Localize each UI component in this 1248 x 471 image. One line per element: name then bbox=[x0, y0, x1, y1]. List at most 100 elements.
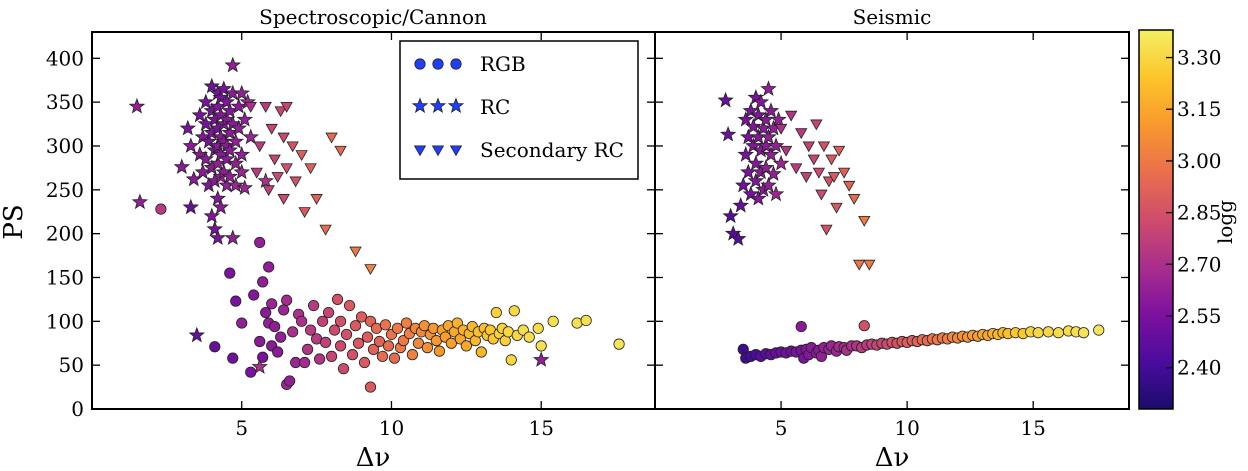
data-point bbox=[722, 207, 739, 224]
legend-label-rgb: RGB bbox=[480, 52, 526, 76]
data-point bbox=[224, 229, 242, 246]
data-point bbox=[319, 336, 332, 348]
y-tick-label: 100 bbox=[46, 309, 84, 333]
colorbar-tick-label: 3.00 bbox=[1177, 149, 1222, 173]
data-point bbox=[191, 106, 208, 123]
panel-spectroscopic: Spectroscopic/Cannon PS Δν 5 10 1505010015… bbox=[0, 5, 656, 471]
data-point bbox=[233, 146, 251, 162]
series-secondary-rc bbox=[774, 110, 876, 271]
data-point bbox=[289, 176, 302, 188]
data-point bbox=[847, 194, 861, 205]
data-point bbox=[750, 106, 767, 123]
data-point bbox=[197, 150, 214, 167]
data-point bbox=[277, 194, 290, 205]
data-point bbox=[1093, 324, 1105, 336]
data-point bbox=[298, 207, 311, 219]
data-point bbox=[737, 146, 754, 162]
data-point bbox=[837, 167, 851, 179]
data-point bbox=[337, 363, 350, 375]
data-point bbox=[822, 176, 836, 188]
data-point bbox=[1032, 327, 1044, 339]
data-point bbox=[343, 299, 356, 312]
data-point bbox=[128, 97, 146, 114]
data-point bbox=[817, 141, 831, 153]
panel-title-seismic: Seismic bbox=[853, 5, 932, 29]
data-point bbox=[532, 322, 544, 334]
scatter-marks-left bbox=[128, 56, 625, 393]
data-point bbox=[815, 189, 828, 201]
data-point bbox=[842, 180, 856, 192]
data-point bbox=[547, 315, 559, 327]
data-point bbox=[304, 163, 317, 175]
y-tick-label: 50 bbox=[59, 353, 84, 377]
data-point bbox=[475, 346, 487, 358]
data-point bbox=[367, 343, 380, 355]
data-point bbox=[287, 326, 299, 338]
data-point bbox=[825, 154, 838, 166]
data-point bbox=[349, 246, 362, 258]
data-point bbox=[131, 193, 149, 210]
data-point bbox=[523, 331, 535, 343]
colorbar: 2.40 2.55 2.70 2.85 3.00 3.15 3.30 logg bbox=[1138, 29, 1237, 410]
series-rc bbox=[717, 80, 790, 246]
data-point bbox=[244, 101, 257, 113]
legend-symbol-secondary-rc bbox=[413, 145, 463, 157]
colorbar-tick-label: 2.85 bbox=[1177, 201, 1222, 225]
data-point bbox=[271, 172, 284, 183]
data-point bbox=[328, 324, 341, 336]
data-point bbox=[752, 93, 770, 110]
data-point bbox=[858, 215, 871, 227]
data-point bbox=[221, 141, 238, 158]
legend: RGB RC Secondary RC bbox=[399, 40, 639, 180]
legend-marker bbox=[429, 97, 447, 114]
data-point bbox=[233, 84, 251, 101]
panel-title-spectroscopic: Spectroscopic/Cannon bbox=[259, 5, 487, 29]
data-point bbox=[209, 229, 226, 246]
scatter-marks-right bbox=[717, 80, 1105, 364]
data-point bbox=[209, 189, 226, 206]
colorbar-tick-label: 3.30 bbox=[1177, 46, 1222, 70]
data-point bbox=[248, 289, 260, 301]
data-point bbox=[221, 168, 238, 184]
data-point bbox=[281, 294, 293, 306]
legend-marker bbox=[449, 145, 463, 157]
y-tick-label: 200 bbox=[46, 222, 84, 246]
data-point bbox=[230, 119, 248, 136]
data-point bbox=[732, 196, 749, 213]
data-point bbox=[274, 106, 287, 118]
axis-ticks-right: 5 10 15 bbox=[655, 32, 1129, 440]
data-point bbox=[257, 276, 269, 288]
data-point bbox=[760, 128, 777, 145]
data-point bbox=[790, 163, 803, 175]
data-point bbox=[251, 358, 268, 374]
data-point bbox=[200, 132, 217, 149]
data-point bbox=[400, 317, 413, 329]
data-point bbox=[747, 172, 765, 189]
data-point bbox=[203, 77, 220, 94]
data-point bbox=[280, 163, 293, 175]
legend-marker bbox=[432, 58, 444, 70]
legend-marker bbox=[413, 145, 427, 157]
data-point bbox=[863, 259, 876, 271]
data-point bbox=[265, 123, 278, 135]
data-point bbox=[209, 341, 221, 353]
data-point bbox=[508, 305, 520, 317]
x-tick-label: 10 bbox=[379, 416, 404, 440]
data-point bbox=[802, 141, 815, 153]
data-point bbox=[735, 176, 752, 193]
data-point bbox=[340, 328, 353, 341]
data-point bbox=[762, 146, 780, 162]
data-point bbox=[795, 320, 807, 333]
data-point bbox=[325, 350, 338, 362]
data-point bbox=[730, 230, 747, 246]
data-point bbox=[257, 351, 269, 363]
data-point bbox=[224, 267, 236, 279]
data-point bbox=[313, 353, 326, 365]
data-point bbox=[245, 366, 257, 378]
data-point bbox=[262, 185, 275, 197]
colorbar-title: logg bbox=[1213, 200, 1237, 244]
data-point bbox=[302, 343, 314, 355]
data-point bbox=[1078, 327, 1090, 339]
data-point bbox=[770, 111, 787, 127]
data-point bbox=[406, 349, 419, 361]
